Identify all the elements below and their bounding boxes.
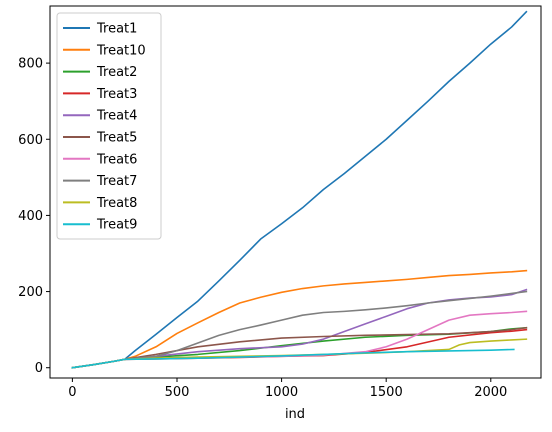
- y-tick-label: 200: [18, 285, 43, 300]
- legend-label-treat4: Treat4: [96, 109, 137, 124]
- legend-label-treat2: Treat2: [96, 65, 137, 80]
- legend-label-treat6: Treat6: [96, 152, 137, 167]
- x-tick-label: 500: [165, 385, 190, 400]
- legend-label-treat8: Treat8: [96, 196, 137, 211]
- legend-box: [56, 12, 162, 240]
- x-axis-ticks: 0 500 1000 1500 2000: [68, 378, 507, 400]
- legend-label-treat9: Treat9: [96, 218, 137, 233]
- legend-label-treat1: Treat1: [96, 22, 137, 37]
- legend-label-treat10: Treat10: [96, 43, 146, 58]
- series-lines: [71, 10, 528, 369]
- legend-label-treat7: Treat7: [96, 174, 137, 189]
- y-tick-label: 0: [35, 361, 43, 376]
- x-tick-label: 0: [68, 385, 76, 400]
- y-tick-label: 400: [18, 209, 43, 224]
- series-line-treat7: [71, 290, 528, 369]
- legend: Treat1 Treat10 Treat2 Treat3 Treat4 Treat5 Tre…: [56, 12, 162, 240]
- series-line-treat10: [71, 269, 528, 369]
- x-tick-label: 1000: [265, 385, 298, 400]
- axes-frame: [49, 5, 542, 379]
- y-tick-label: 800: [18, 57, 43, 72]
- y-tick-label: 600: [18, 133, 43, 148]
- legend-label-treat3: Treat3: [96, 87, 137, 102]
- x-tick-label: 1500: [370, 385, 403, 400]
- y-axis-ticks: 0 200 400 600 800: [18, 57, 50, 376]
- series-line-treat9: [71, 348, 515, 369]
- legend-label-treat5: Treat5: [96, 131, 137, 146]
- series-line-treat1: [71, 10, 528, 369]
- x-axis-label: ind: [285, 407, 305, 422]
- x-tick-label: 2000: [474, 385, 507, 400]
